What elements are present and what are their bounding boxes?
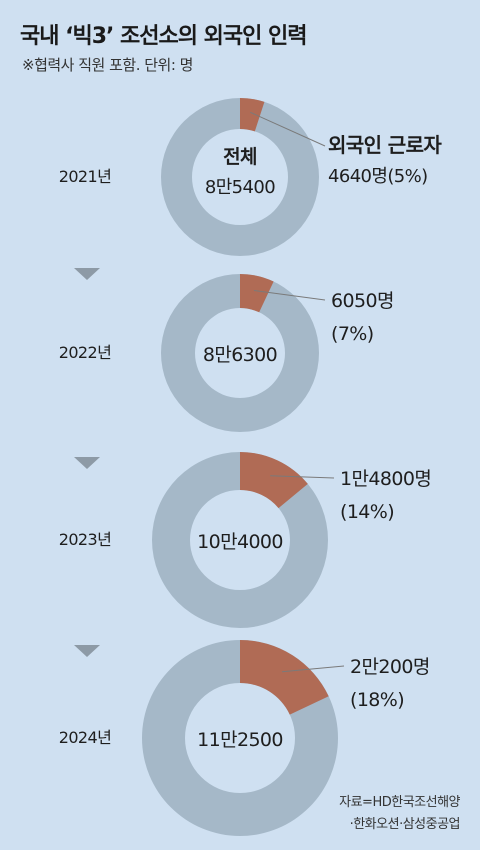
donut-total-1	[161, 98, 319, 256]
total-value-3: 10만4000	[197, 531, 283, 553]
total-value-1: 8만5400	[205, 177, 275, 198]
source-note: 자료=HD한국조선해양 ·한화오션·삼성중공업	[339, 792, 460, 836]
foreign-pct-2: (7%)	[331, 323, 374, 345]
donut-foreign-slice-2	[240, 274, 274, 313]
donut-foreign-slice-1	[240, 98, 265, 132]
foreign-value-4: 2만200명	[350, 656, 430, 678]
leader-line-3	[270, 475, 335, 479]
donut-foreign-slice-3	[240, 452, 308, 509]
source-line-1: 자료=HD한국조선해양	[339, 795, 460, 810]
year-label-4: 2024년	[59, 728, 111, 747]
chart-title: 국내 ‘빅3’ 조선소의 외국인 인력	[20, 24, 308, 49]
year-label-2: 2022년	[59, 343, 111, 362]
foreign-pct-3: (14%)	[340, 501, 394, 523]
chart-subtitle: ※협력사 직원 포함. 단위: 명	[22, 56, 193, 74]
total-label: 전체	[223, 146, 257, 168]
total-value-4: 11만2500	[197, 729, 283, 751]
foreign-value-2: 6050명	[331, 290, 394, 312]
down-arrow-icon-1	[74, 268, 100, 280]
leader-line-2	[253, 290, 326, 301]
foreign-value-3: 1만4800명	[340, 468, 431, 490]
total-value-2: 8만6300	[203, 344, 277, 366]
donut-foreign-slice-4	[240, 640, 329, 715]
foreign-label: 외국인 근로자	[328, 133, 442, 157]
year-label-1: 2021년	[59, 167, 111, 186]
leader-line-4	[282, 665, 345, 673]
source-line-2: ·한화오션·삼성중공업	[349, 817, 461, 832]
foreign-value-1: 4640명(5%)	[328, 166, 428, 187]
down-arrow-icon-2	[74, 457, 100, 469]
foreign-pct-4: (18%)	[350, 689, 404, 711]
leader-line-1	[250, 111, 326, 147]
donut-total-2	[161, 274, 319, 432]
year-label-3: 2023년	[59, 530, 111, 549]
down-arrow-icon-3	[74, 645, 100, 657]
